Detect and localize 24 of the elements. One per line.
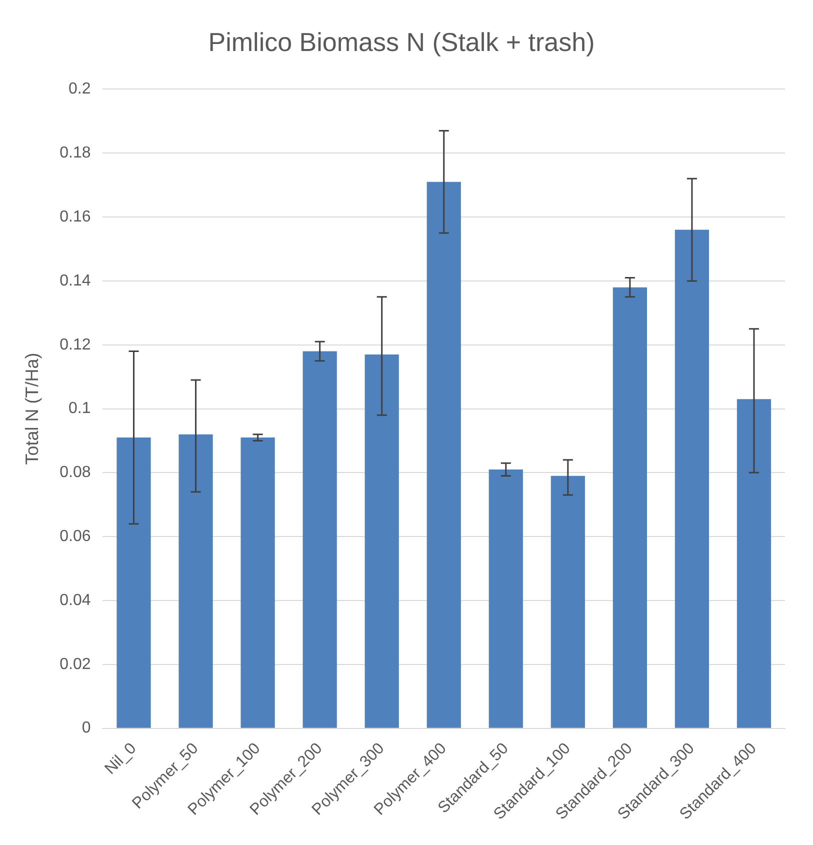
y-tick-label: 0.14 (60, 272, 91, 290)
y-tick-label: 0.2 (68, 80, 91, 98)
y-axis-title: Total N (T/Ha) (22, 352, 42, 465)
y-tick-label: 0.18 (60, 144, 91, 162)
bar (302, 351, 337, 728)
y-tick-label: 0.08 (60, 464, 91, 482)
bar (488, 469, 523, 728)
y-tick-label: 0.04 (60, 592, 91, 609)
y-tick-label: 0.16 (60, 208, 91, 226)
y-tick-label: 0.1 (68, 400, 91, 418)
y-tick-label: 0.06 (60, 528, 91, 545)
chart-title: Pimlico Biomass N (Stalk + trash) (208, 26, 595, 57)
bar (550, 476, 585, 728)
y-tick-label: 0.12 (60, 336, 91, 354)
bar (116, 438, 151, 728)
bar (364, 354, 399, 728)
bar (674, 230, 710, 728)
y-tick-label: 0 (82, 720, 91, 737)
bar (240, 438, 275, 728)
bar (426, 182, 461, 728)
y-tick-label: 0.02 (60, 656, 91, 673)
bar (178, 434, 213, 728)
bar (612, 287, 647, 728)
bar (736, 399, 772, 728)
